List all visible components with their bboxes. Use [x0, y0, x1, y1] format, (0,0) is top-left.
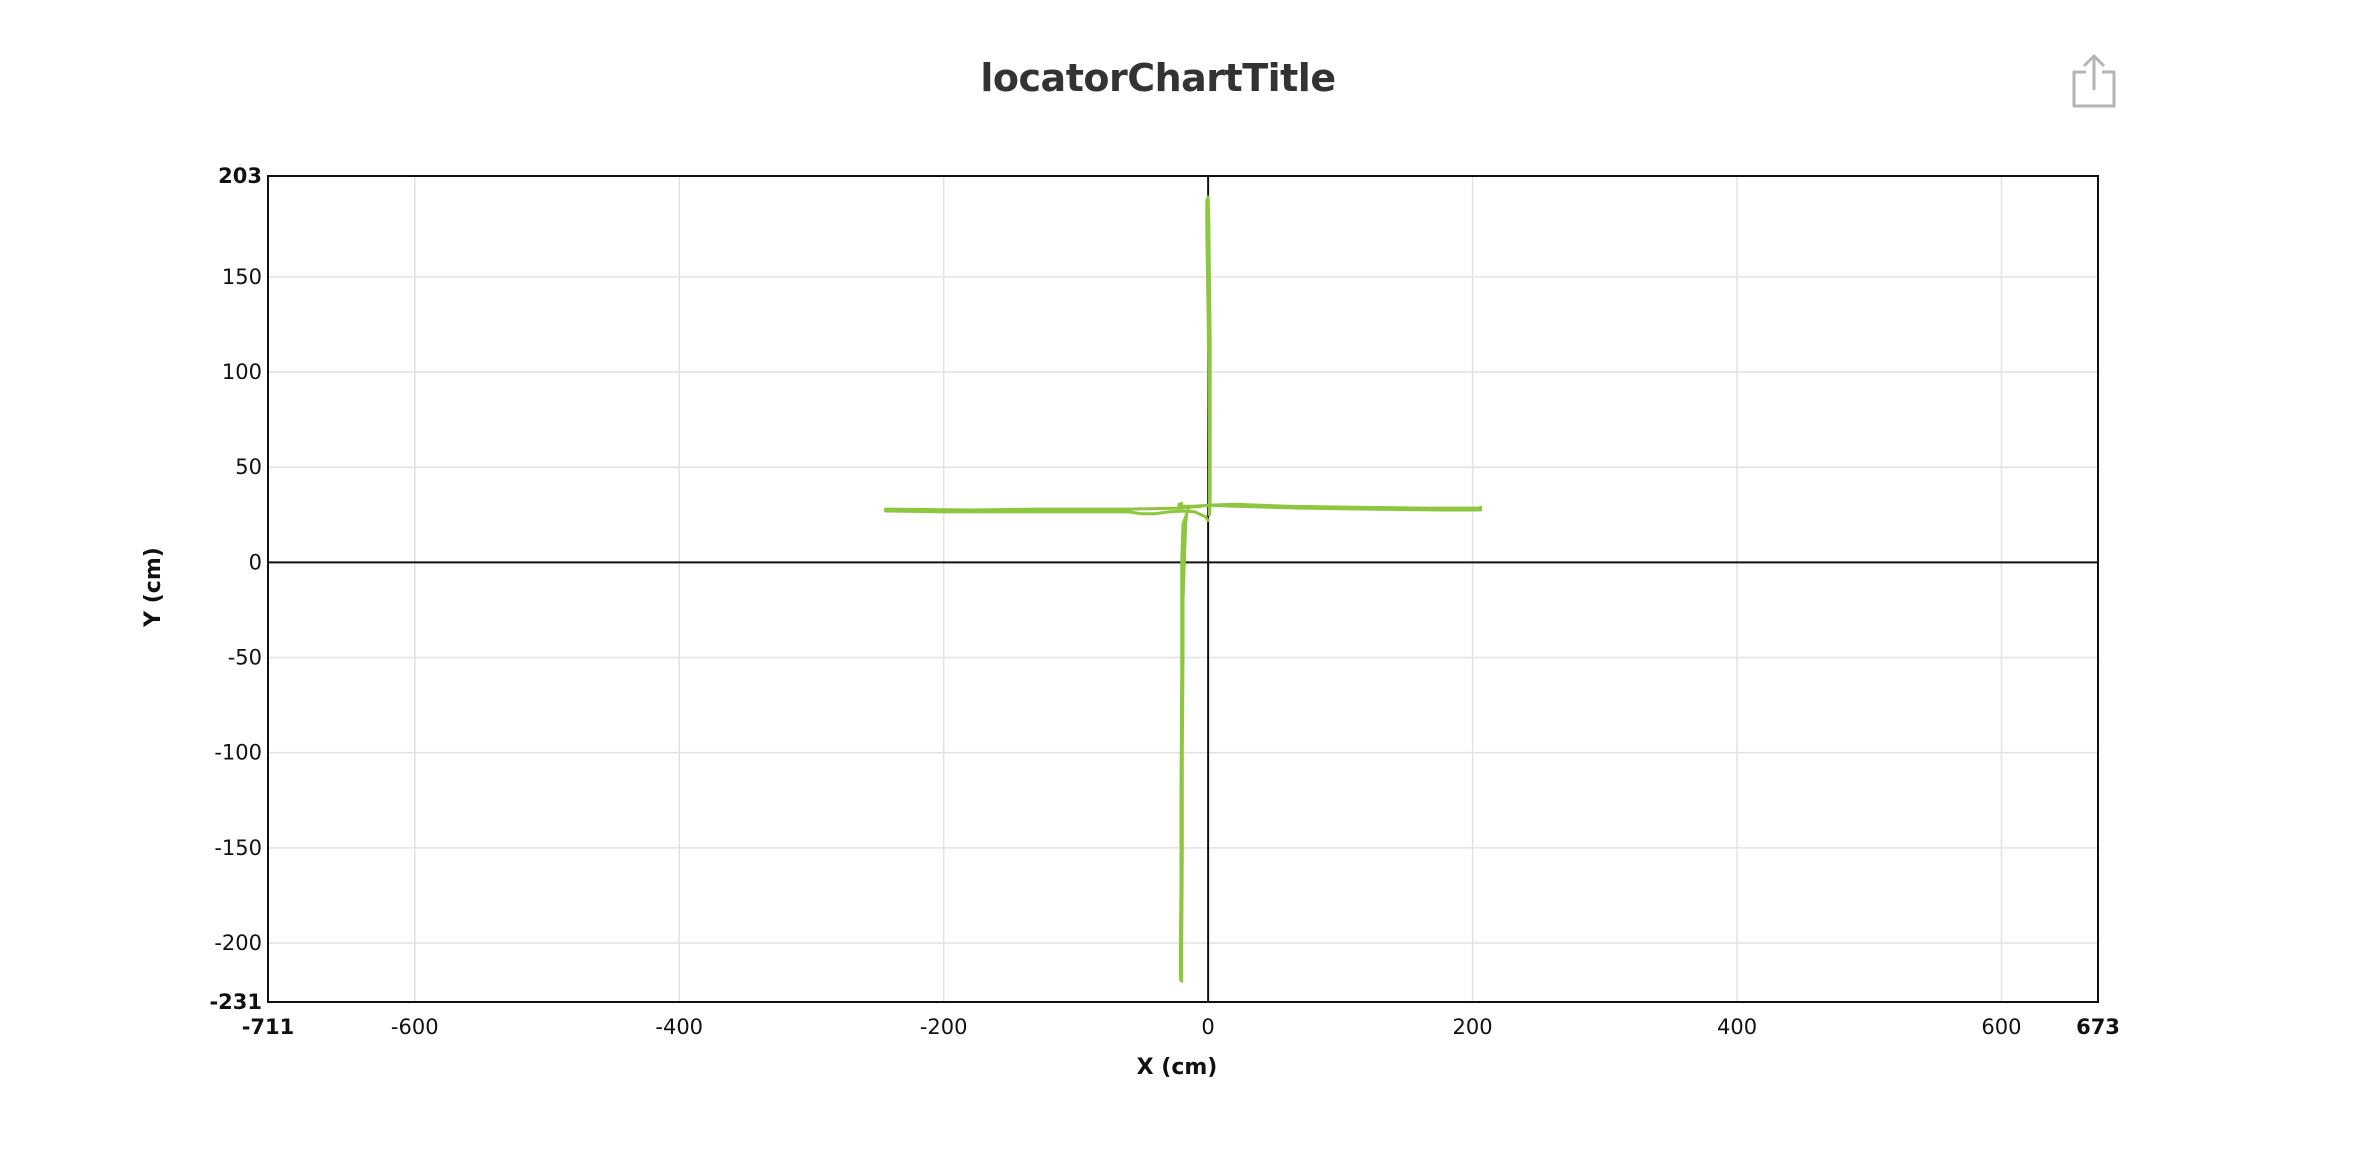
y-tick-label: -50 — [228, 646, 262, 670]
y-tick-label: -150 — [214, 836, 262, 860]
x-tick-label: -600 — [391, 1015, 439, 1039]
x-tick-label: 400 — [1717, 1015, 1757, 1039]
x-tick-label: -200 — [920, 1015, 968, 1039]
x-tick-label: 200 — [1453, 1015, 1493, 1039]
share-icon — [2072, 54, 2116, 108]
y-tick-labels: 203 150 100 50 0 -50 -100 -150 -200 -231 — [209, 164, 262, 1014]
y-tick-label: 0 — [249, 550, 262, 574]
x-tick-label: -400 — [655, 1015, 703, 1039]
plot-frame — [267, 175, 2099, 1003]
series-line — [884, 501, 1482, 512]
y-tick-label: 50 — [235, 455, 262, 479]
x-tick-label: 673 — [2076, 1015, 2120, 1039]
data-series — [884, 195, 1482, 983]
x-tick-label: 0 — [1201, 1015, 1214, 1039]
chart-title: locatorChartTitle — [980, 56, 1336, 100]
y-tick-label: -200 — [214, 931, 262, 955]
series-line — [884, 509, 1210, 522]
y-tick-label: 150 — [222, 265, 262, 289]
x-axis-title: X (cm) — [1137, 1055, 1218, 1080]
y-tick-label: 100 — [222, 360, 262, 384]
share-button[interactable] — [2070, 52, 2118, 110]
y-tick-label: 203 — [218, 164, 262, 188]
x-tick-label: 600 — [1981, 1015, 2021, 1039]
x-tick-label: -711 — [242, 1015, 295, 1039]
y-tick-label: -100 — [214, 741, 262, 765]
series-line — [1205, 195, 1212, 517]
y-tick-label: -231 — [209, 990, 262, 1014]
series-line — [1178, 507, 1190, 983]
x-tick-labels: -711 -600 -400 -200 0 200 400 600 673 — [242, 1015, 2120, 1039]
y-axis-title: Y (cm) — [141, 547, 166, 628]
